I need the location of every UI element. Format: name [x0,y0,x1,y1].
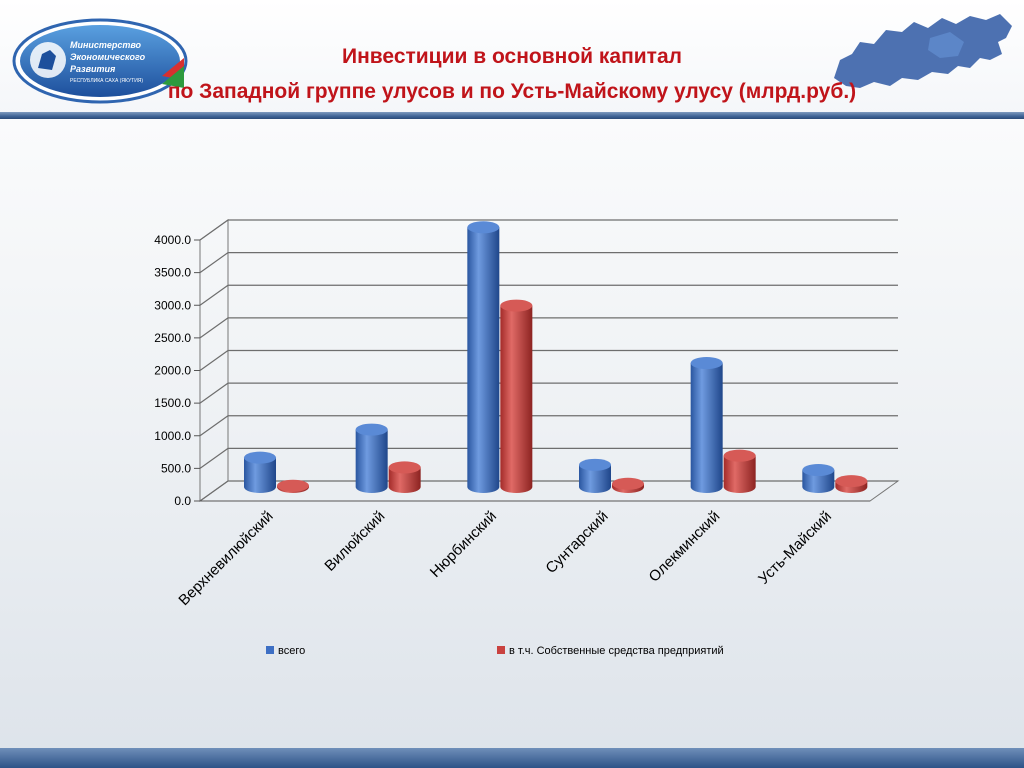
gridline [199,219,898,241]
bar [690,357,723,494]
horseman-icon [38,50,56,70]
y-tick-label: 4000.0 [154,233,191,247]
header-divider [0,112,1024,119]
logo-subtext: РЕСПУБЛИКА САХА (ЯКУТИЯ) [70,78,143,84]
bar [723,449,756,494]
bar [467,221,500,494]
category-label: Усть-Майский [755,508,835,588]
slide-title-line-2: по Западной группе улусов и по Усть-Майс… [167,80,857,103]
y-tick-label: 0.0 [174,494,191,508]
gridline [199,317,898,339]
legend-swatch [497,646,505,654]
bar [612,477,644,493]
category-label: Сунтарский [542,508,611,577]
logo-line-3: Развития [70,64,116,74]
footer-bar [0,748,1024,768]
legend-label: в т.ч. Собственные средства предприятий [509,645,724,657]
bar [835,475,868,494]
y-tick-label: 3500.0 [154,266,191,280]
bar [388,461,421,494]
russia-map-icon [834,14,1012,88]
gridline [199,480,898,502]
bar [802,464,835,494]
category-label: Нюрбинский [427,508,500,581]
slide-title-line-1: Инвестиции в основной капитал [342,45,682,68]
legend-swatch [266,646,274,654]
gridline [199,447,898,469]
legend-label: всего [278,645,305,657]
legend-item: в т.ч. Собственные средства предприятий [497,645,724,657]
logo-line-2: Экономического [70,52,146,62]
y-tick-label: 1000.0 [154,429,191,443]
legend-item: всего [266,645,305,657]
y-tick-label: 2500.0 [154,331,191,345]
gridline [199,382,898,404]
bar [500,299,533,493]
y-tick-label: 500.0 [161,461,191,475]
y-tick-label: 2000.0 [154,364,191,378]
bar [355,423,388,494]
ministry-logo: Министерство Экономического Развития РЕС… [12,18,188,104]
gridline [199,415,898,437]
category-label: Олекминский [646,508,724,586]
bar [244,451,276,493]
category-label: Вилюйский [321,508,388,575]
bar [277,479,309,493]
bar [579,458,611,493]
category-label: Верхневилюйский [175,508,276,609]
gridline [199,252,898,274]
logo-line-1: Министерство [70,40,142,50]
y-tick-label: 1500.0 [154,396,191,410]
y-tick-label: 3000.0 [154,298,191,312]
gridline [199,349,898,371]
gridline [199,284,898,306]
